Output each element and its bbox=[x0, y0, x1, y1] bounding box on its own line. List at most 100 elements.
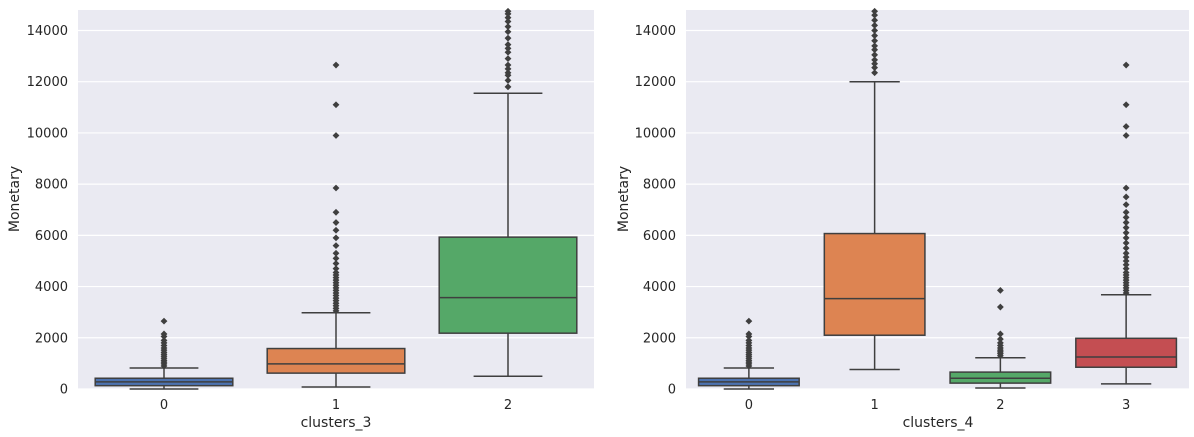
outlier-point bbox=[1122, 184, 1130, 192]
boxes bbox=[94, 7, 578, 390]
outlier-point bbox=[504, 61, 512, 69]
outlier-point bbox=[871, 60, 879, 68]
outlier-point bbox=[504, 34, 512, 42]
outlier-point bbox=[996, 339, 1004, 347]
outlier-point bbox=[504, 83, 512, 91]
outlier-point bbox=[871, 64, 879, 72]
y-tick-label: 6000 bbox=[643, 229, 676, 244]
outlier-point bbox=[332, 242, 340, 249]
outlier-point bbox=[504, 41, 512, 48]
box-1 bbox=[823, 7, 926, 371]
outlier-point bbox=[332, 254, 340, 262]
outlier-point bbox=[1122, 234, 1130, 242]
outlier-point bbox=[745, 336, 753, 344]
x-tick-label: 1 bbox=[332, 398, 340, 413]
box-2 bbox=[438, 7, 578, 377]
outlier-point bbox=[871, 16, 879, 24]
outlier-point bbox=[504, 23, 512, 31]
outlier-point bbox=[504, 65, 512, 73]
outlier-point bbox=[1122, 61, 1130, 69]
y-tick-label: 0 bbox=[60, 383, 68, 398]
outlier-point bbox=[996, 287, 1004, 294]
outlier-point bbox=[504, 69, 512, 77]
outlier-point bbox=[871, 42, 879, 50]
outlier-point bbox=[745, 317, 753, 325]
y-axis-label: Monetary bbox=[616, 166, 632, 232]
outlier-point bbox=[871, 46, 879, 54]
outlier-point bbox=[160, 317, 168, 325]
x-tick-label: 2 bbox=[996, 398, 1004, 413]
box-2 bbox=[949, 287, 1052, 389]
outlier-point bbox=[504, 45, 512, 52]
outlier-point bbox=[871, 7, 879, 15]
box-body bbox=[438, 236, 578, 334]
outlier-point bbox=[332, 249, 340, 257]
outlier-point bbox=[504, 18, 512, 25]
outlier-point bbox=[160, 336, 168, 344]
y-tick-label: 12000 bbox=[635, 75, 676, 90]
y-tick-label: 0 bbox=[668, 383, 676, 398]
outlier-point bbox=[871, 69, 879, 77]
outlier-point bbox=[1122, 123, 1130, 130]
y-tick-label: 14000 bbox=[635, 24, 676, 39]
outlier-point bbox=[1122, 193, 1130, 201]
box-body bbox=[823, 232, 926, 336]
outlier-point bbox=[1122, 101, 1130, 109]
outlier-point bbox=[871, 51, 879, 59]
box-0 bbox=[94, 317, 234, 390]
outlier-point bbox=[332, 265, 340, 273]
y-tick-label: 12000 bbox=[27, 75, 68, 90]
box-body bbox=[266, 347, 406, 374]
x-tick-label: 0 bbox=[160, 398, 168, 413]
outlier-point bbox=[504, 48, 512, 56]
outlier-point bbox=[332, 269, 340, 276]
outlier-point bbox=[1122, 249, 1130, 257]
x-tick-label: 1 bbox=[870, 398, 878, 413]
y-tick-label: 8000 bbox=[35, 178, 68, 193]
outlier-point bbox=[1122, 224, 1130, 232]
y-tick-label: 4000 bbox=[643, 280, 676, 295]
outlier-point bbox=[1122, 201, 1130, 209]
x-tick-label: 3 bbox=[1122, 398, 1130, 413]
y-tick-labels: 0 2000 4000 6000 8000 10000 12000 14000 bbox=[27, 24, 68, 398]
box-1 bbox=[266, 61, 406, 388]
y-tick-label: 4000 bbox=[35, 280, 68, 295]
y-tick-label: 6000 bbox=[35, 229, 68, 244]
outlier-point bbox=[160, 330, 168, 338]
y-tick-labels: 0 2000 4000 6000 8000 10000 12000 14000 bbox=[635, 24, 676, 398]
outlier-point bbox=[332, 219, 340, 226]
outlier-point bbox=[332, 234, 340, 242]
outlier-point bbox=[996, 330, 1004, 338]
outlier-point bbox=[1122, 214, 1130, 221]
outlier-point bbox=[1122, 265, 1130, 273]
outlier-point bbox=[745, 330, 753, 338]
outlier-point bbox=[871, 32, 879, 40]
box-0 bbox=[697, 317, 800, 390]
outlier-point bbox=[1122, 219, 1130, 226]
outlier-point bbox=[1122, 269, 1130, 276]
outlier-point bbox=[332, 61, 340, 69]
outlier-point bbox=[871, 11, 879, 19]
outlier-point bbox=[504, 77, 512, 84]
plot-area bbox=[686, 10, 1189, 389]
outlier-point bbox=[871, 21, 879, 29]
y-tick-label: 10000 bbox=[27, 126, 68, 141]
outlier-point bbox=[332, 184, 340, 192]
outlier-point bbox=[1122, 229, 1130, 237]
x-tick-labels: 0 1 2 3 bbox=[745, 398, 1131, 413]
y-tick-label: 14000 bbox=[27, 24, 68, 39]
outlier-point bbox=[871, 27, 879, 34]
outlier-point bbox=[332, 132, 340, 139]
outlier-point bbox=[332, 101, 340, 109]
box-3 bbox=[1075, 61, 1178, 385]
outlier-point bbox=[504, 28, 512, 36]
y-tick-label: 8000 bbox=[643, 178, 676, 193]
outlier-point bbox=[996, 303, 1004, 311]
outlier-point bbox=[504, 14, 512, 22]
outlier-point bbox=[332, 260, 340, 267]
x-tick-label: 0 bbox=[745, 398, 753, 413]
outlier-point bbox=[1122, 253, 1130, 261]
outlier-point bbox=[871, 56, 879, 64]
